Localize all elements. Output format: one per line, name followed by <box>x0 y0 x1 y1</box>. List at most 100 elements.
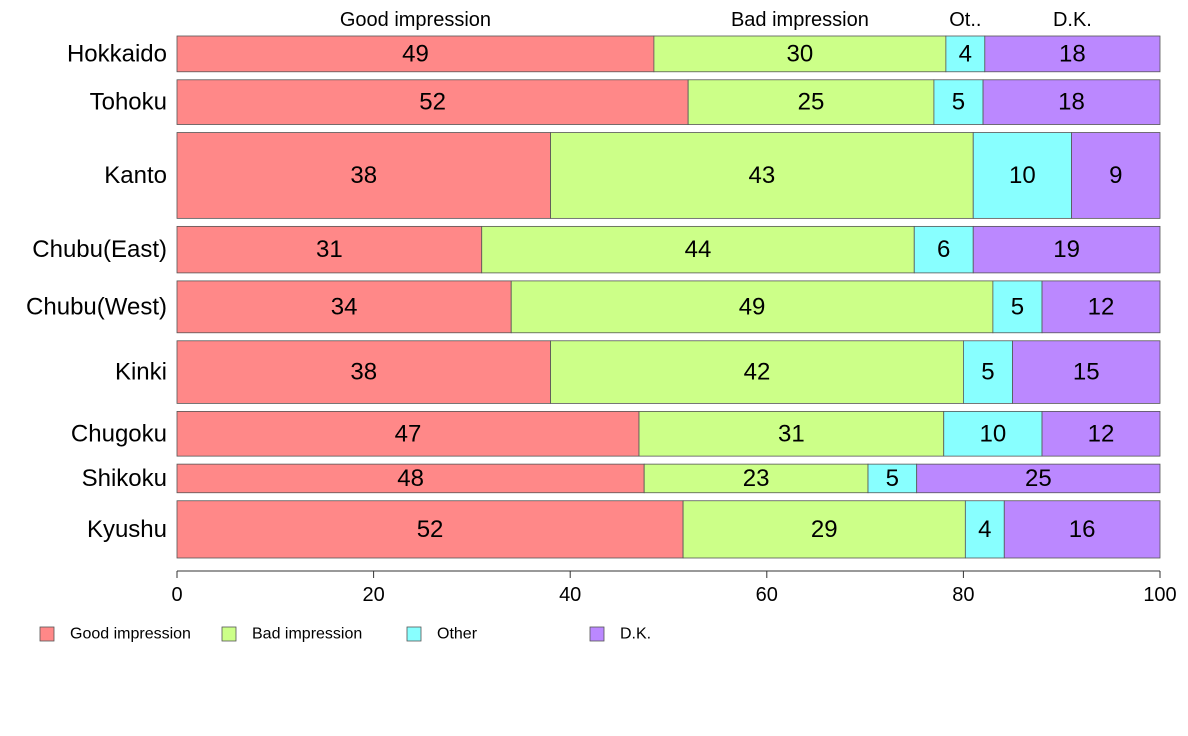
bar-segment <box>1003 500 1161 559</box>
bar-segment <box>176 340 551 404</box>
category-label: Kanto <box>104 162 167 189</box>
data-label: 43 <box>749 162 776 189</box>
x-tick-label: 0 <box>171 584 182 606</box>
category-label: Kyushu <box>87 516 167 543</box>
bar-segment <box>510 280 994 334</box>
data-label: 34 <box>331 293 358 320</box>
data-label: 12 <box>1088 420 1115 447</box>
data-label: 5 <box>952 89 965 116</box>
bar-segment <box>945 35 986 73</box>
data-label: 38 <box>350 162 377 189</box>
legend: Good impression Bad impression Other D.K. <box>39 626 651 643</box>
bar-segment <box>867 463 918 494</box>
data-label: 25 <box>798 89 825 116</box>
data-label: 52 <box>417 516 444 543</box>
data-label: 12 <box>1088 293 1115 320</box>
category-label: Chubu(East) <box>32 236 167 263</box>
bar-segment <box>1071 132 1161 219</box>
bar-segment <box>176 132 551 219</box>
bar-segment <box>943 410 1043 457</box>
bar-segment <box>916 463 1161 494</box>
data-label: 47 <box>395 420 422 447</box>
data-label: 5 <box>1011 293 1024 320</box>
legend-label: Good impression <box>70 626 191 643</box>
bar-segment <box>176 225 483 274</box>
bar-segment <box>963 340 1013 404</box>
bar-segment <box>972 225 1161 274</box>
data-label: 16 <box>1069 516 1096 543</box>
column-header-label: Good impression <box>340 9 491 31</box>
bar-segment <box>1012 340 1161 404</box>
data-label: 5 <box>981 359 994 386</box>
data-label: 18 <box>1059 40 1086 67</box>
legend-swatch <box>589 626 605 642</box>
data-label: 52 <box>419 89 446 116</box>
data-label: 4 <box>978 516 991 543</box>
bar-segment <box>550 340 964 404</box>
bar-segment <box>176 35 655 73</box>
category-label: Chubu(West) <box>26 293 167 320</box>
bar-segment <box>176 280 512 334</box>
data-label: 31 <box>778 420 805 447</box>
column-header-labels: Good impression Bad impression Ot.. D.K. <box>340 9 1092 31</box>
legend-label: Bad impression <box>252 626 362 643</box>
bar-segment <box>964 500 1005 559</box>
data-label: 19 <box>1053 236 1080 263</box>
data-label: 31 <box>316 236 343 263</box>
category-label: Tohoku <box>90 89 167 116</box>
data-label: 10 <box>980 420 1007 447</box>
bar-segment <box>176 410 640 457</box>
data-label: 5 <box>886 465 899 492</box>
x-tick-label: 80 <box>952 584 974 606</box>
bar-segment <box>682 500 966 559</box>
data-label: 9 <box>1109 162 1122 189</box>
legend-swatch <box>406 626 422 642</box>
column-header-label: Ot.. <box>949 9 981 31</box>
bar-segment <box>550 132 974 219</box>
bar-segment <box>1041 410 1161 457</box>
bar-segment <box>984 35 1161 73</box>
bar-segment <box>653 35 947 73</box>
data-label: 4 <box>959 40 972 67</box>
category-labels: Hokkaido Tohoku Kanto Chubu(East) Chubu(West… <box>26 40 167 542</box>
x-axis: 0 20 40 60 80 100 <box>171 570 1177 606</box>
data-label: 18 <box>1058 89 1085 116</box>
data-label: 49 <box>739 293 766 320</box>
x-tick-label: 40 <box>559 584 581 606</box>
data-label: 38 <box>350 359 377 386</box>
data-label: 23 <box>743 465 770 492</box>
legend-swatch <box>221 626 237 642</box>
x-tick-label: 20 <box>362 584 384 606</box>
data-label: 49 <box>402 40 429 67</box>
data-label: 15 <box>1073 359 1100 386</box>
bar-segment <box>982 79 1161 125</box>
legend-label: D.K. <box>620 626 651 643</box>
data-label: 6 <box>937 236 950 263</box>
bar-segment <box>687 79 935 125</box>
category-label: Hokkaido <box>67 40 167 67</box>
data-label: 10 <box>1009 162 1036 189</box>
data-label: 42 <box>744 359 771 386</box>
legend-swatch <box>39 626 55 642</box>
category-label: Kinki <box>115 359 167 386</box>
legend-label: Other <box>437 626 478 643</box>
x-tick-label: 100 <box>1143 584 1176 606</box>
data-label: 30 <box>787 40 814 67</box>
bar-segment <box>1041 280 1161 334</box>
x-tick-label: 60 <box>756 584 778 606</box>
data-label: 25 <box>1025 465 1052 492</box>
category-label: Shikoku <box>82 465 167 492</box>
data-label: 29 <box>811 516 838 543</box>
column-header-label: D.K. <box>1053 9 1092 31</box>
bar-segment <box>176 79 689 125</box>
column-header-label: Bad impression <box>731 9 869 31</box>
category-label: Chugoku <box>71 420 167 447</box>
bar-segment <box>992 280 1043 334</box>
data-label: 44 <box>685 236 712 263</box>
bar-segment <box>176 463 645 494</box>
bar-segment <box>481 225 915 274</box>
data-label: 48 <box>397 465 424 492</box>
bar-segment <box>933 79 984 125</box>
